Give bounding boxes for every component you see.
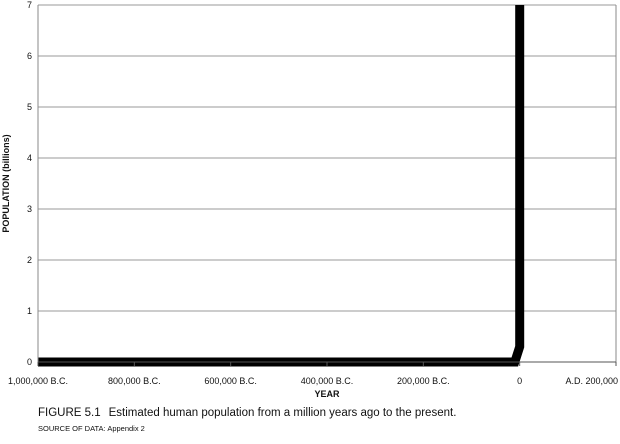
y-tick-label: 0 — [27, 357, 32, 367]
x-axis-title: YEAR — [314, 389, 340, 399]
y-tick-label: 7 — [27, 0, 32, 10]
y-tick-label: 2 — [27, 255, 32, 265]
x-tick-label: A.D. 200,000 — [565, 376, 618, 386]
x-tick-label: 0 — [517, 376, 522, 386]
data-source-note: SOURCE OF DATA: Appendix 2 — [38, 424, 145, 433]
x-tick-label: 600,000 B.C. — [204, 376, 257, 386]
axis-layer — [37, 5, 617, 366]
figure-caption-text: Estimated human population from a millio… — [108, 407, 457, 419]
figure-number: FIGURE 5.1 — [38, 407, 101, 419]
y-tick-label: 3 — [27, 204, 32, 214]
figure-caption: FIGURE 5.1 Estimated human population fro… — [38, 407, 456, 419]
y-tick-label: 6 — [27, 51, 32, 61]
series-layer — [38, 5, 525, 367]
y-tick-label: 5 — [27, 102, 32, 112]
x-tick-label: 400,000 B.C. — [301, 376, 354, 386]
y-tick-label: 4 — [27, 153, 32, 163]
x-tick-label: 800,000 B.C. — [108, 376, 161, 386]
x-tick-label: 1,000,000 B.C. — [8, 376, 68, 386]
x-tick-label: 200,000 B.C. — [397, 376, 450, 386]
y-tick-label: 1 — [27, 306, 32, 316]
label-layer: 0 1 2 3 4 5 6 7 1,000,000 B.C. 800,000 B.C. 600,00… — [1, 0, 618, 399]
y-axis-title: POPULATION (billions) — [1, 134, 11, 232]
population-line — [38, 5, 525, 367]
grid-layer — [38, 4, 616, 312]
